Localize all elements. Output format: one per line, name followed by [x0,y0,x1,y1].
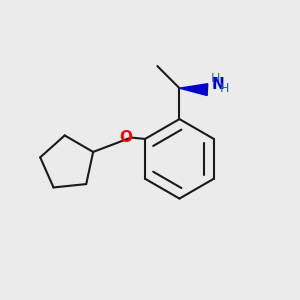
Text: N: N [212,77,225,92]
Text: O: O [119,130,132,145]
Text: H: H [211,72,220,85]
Text: H: H [220,82,229,95]
Polygon shape [179,84,208,95]
